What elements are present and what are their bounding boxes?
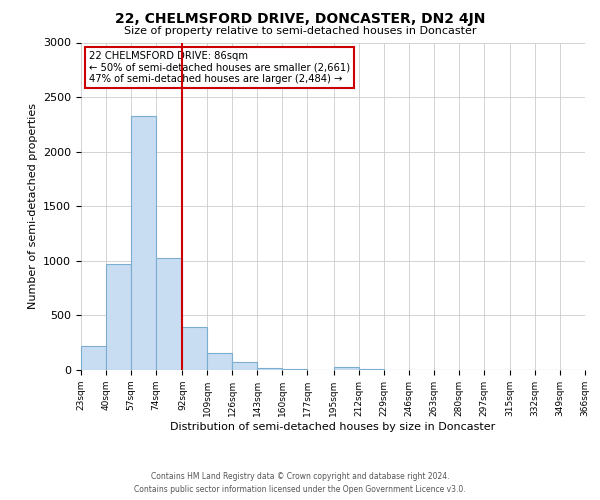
Bar: [156, 258, 182, 370]
Bar: [131, 116, 156, 370]
Text: Contains HM Land Registry data © Crown copyright and database right 2024.
Contai: Contains HM Land Registry data © Crown c…: [134, 472, 466, 494]
Bar: [106, 264, 131, 370]
Y-axis label: Number of semi-detached properties: Number of semi-detached properties: [28, 104, 38, 309]
Text: 22, CHELMSFORD DRIVE, DONCASTER, DN2 4JN: 22, CHELMSFORD DRIVE, DONCASTER, DN2 4JN: [115, 12, 485, 26]
Text: 22 CHELMSFORD DRIVE: 86sqm
← 50% of semi-detached houses are smaller (2,661)
47%: 22 CHELMSFORD DRIVE: 86sqm ← 50% of semi…: [89, 50, 350, 84]
X-axis label: Distribution of semi-detached houses by size in Doncaster: Distribution of semi-detached houses by …: [170, 422, 496, 432]
Text: Size of property relative to semi-detached houses in Doncaster: Size of property relative to semi-detach…: [124, 26, 476, 36]
Bar: [208, 352, 232, 370]
Bar: [232, 362, 257, 370]
Bar: [182, 328, 208, 370]
Bar: [257, 368, 283, 370]
Bar: [334, 366, 359, 370]
Bar: [81, 346, 106, 370]
